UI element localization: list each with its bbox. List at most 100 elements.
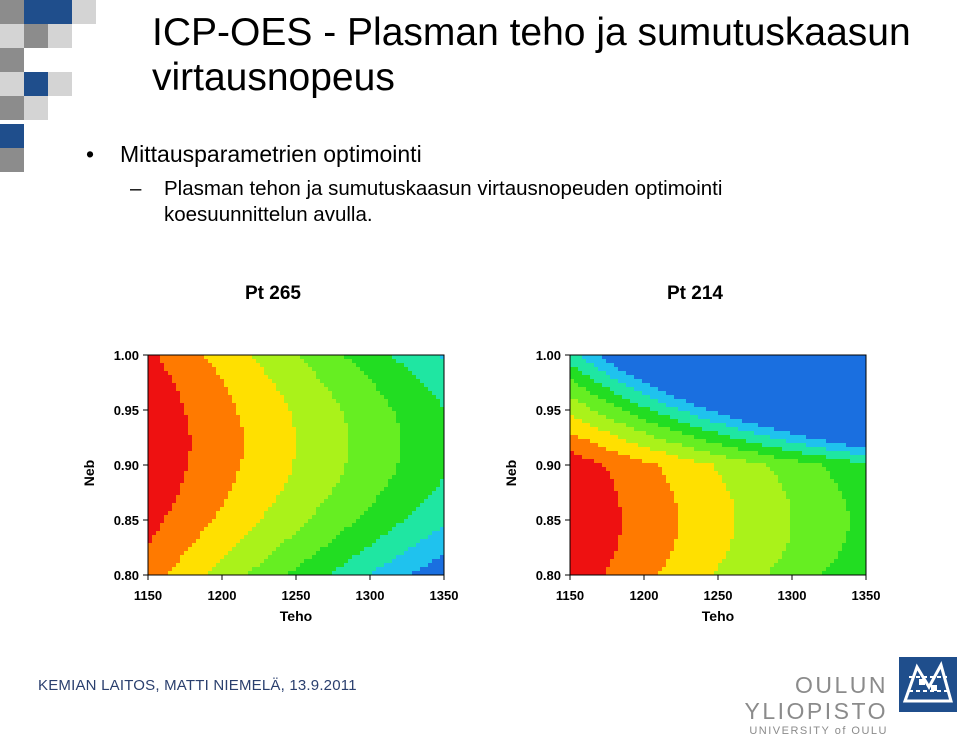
contour-cell: [288, 559, 293, 564]
contour-cell: [384, 387, 389, 392]
contour-cell: [196, 515, 201, 520]
contour-cell: [574, 459, 579, 464]
contour-cell: [376, 427, 381, 432]
contour-cell: [372, 399, 377, 404]
contour-cell: [308, 419, 313, 424]
contour-cell: [232, 375, 237, 380]
contour-cell: [172, 447, 177, 452]
contour-cell: [244, 539, 249, 544]
contour-cell: [396, 471, 401, 476]
contour-cell: [590, 483, 595, 488]
contour-cell: [388, 419, 393, 424]
contour-cell: [412, 479, 417, 484]
contour-cell: [152, 563, 157, 568]
contour-cell: [420, 359, 425, 364]
contour-cell: [152, 427, 157, 432]
contour-cell: [172, 515, 177, 520]
contour-cell: [256, 431, 261, 436]
contour-cell: [622, 439, 627, 444]
contour-cell: [168, 547, 173, 552]
contour-cell: [244, 383, 249, 388]
contour-cell: [308, 519, 313, 524]
contour-cell: [196, 523, 201, 528]
contour-cell: [408, 455, 413, 460]
contour-cell: [578, 523, 583, 528]
contour-cell: [288, 487, 293, 492]
contour-cell: [404, 447, 409, 452]
contour-cell: [240, 503, 245, 508]
contour-cell: [240, 479, 245, 484]
contour-cell: [232, 563, 237, 568]
contour-cell: [316, 387, 321, 392]
contour-cell: [180, 455, 185, 460]
contour-cell: [272, 467, 277, 472]
contour-cell: [300, 555, 305, 560]
contour-cell: [296, 543, 301, 548]
contour-cell: [384, 499, 389, 504]
contour-cell: [252, 447, 257, 452]
contour-cell: [324, 399, 329, 404]
contour-cell: [260, 559, 265, 564]
contour-cell: [180, 555, 185, 560]
contour-cell: [212, 395, 217, 400]
contour-cell: [630, 363, 635, 368]
contour-cell: [264, 407, 269, 412]
contour-cell: [594, 371, 599, 376]
contour-cell: [280, 563, 285, 568]
contour-cell: [320, 403, 325, 408]
contour-cell: [570, 495, 575, 500]
contour-cell: [284, 567, 289, 572]
contour-cell: [598, 479, 603, 484]
contour-cell: [320, 499, 325, 504]
contour-cell: [408, 431, 413, 436]
contour-cell: [276, 391, 281, 396]
contour-cell: [626, 475, 631, 480]
contour-cell: [384, 511, 389, 516]
contour-cell: [590, 383, 595, 388]
contour-cell: [336, 563, 341, 568]
contour-cell: [156, 519, 161, 524]
contour-cell: [574, 531, 579, 536]
contour-cell: [590, 455, 595, 460]
contour-cell: [256, 359, 261, 364]
contour-cell: [408, 531, 413, 536]
contour-cell: [208, 499, 213, 504]
contour-cell: [424, 439, 429, 444]
contour-cell: [396, 559, 401, 564]
contour-cell: [594, 499, 599, 504]
contour-cell: [570, 563, 575, 568]
contour-cell: [582, 455, 587, 460]
contour-cell: [412, 555, 417, 560]
contour-cell: [180, 379, 185, 384]
contour-cell: [400, 463, 405, 468]
contour-cell: [590, 495, 595, 500]
contour-cell: [388, 399, 393, 404]
contour-cell: [324, 431, 329, 436]
contour-cell: [292, 407, 297, 412]
contour-cell: [240, 371, 245, 376]
contour-cell: [272, 431, 277, 436]
contour-cell: [164, 539, 169, 544]
contour-cell: [164, 475, 169, 480]
contour-cell: [328, 519, 333, 524]
contour-cell: [176, 387, 181, 392]
contour-cell: [364, 559, 369, 564]
contour-cell: [296, 407, 301, 412]
contour-cell: [200, 415, 205, 420]
contour-cell: [232, 519, 237, 524]
contour-cell: [364, 495, 369, 500]
contour-cell: [586, 459, 591, 464]
contour-cell: [368, 547, 373, 552]
contour-cell: [232, 399, 237, 404]
contour-cell: [236, 419, 241, 424]
contour-cell: [598, 567, 603, 572]
contour-cell: [184, 479, 189, 484]
contour-cell: [180, 431, 185, 436]
contour-cell: [348, 431, 353, 436]
contour-cell: [284, 447, 289, 452]
contour-cell: [320, 563, 325, 568]
contour-cell: [574, 515, 579, 520]
contour-cell: [248, 371, 253, 376]
chart-title-pt265: Pt 265: [193, 283, 353, 305]
contour-cell: [368, 415, 373, 420]
